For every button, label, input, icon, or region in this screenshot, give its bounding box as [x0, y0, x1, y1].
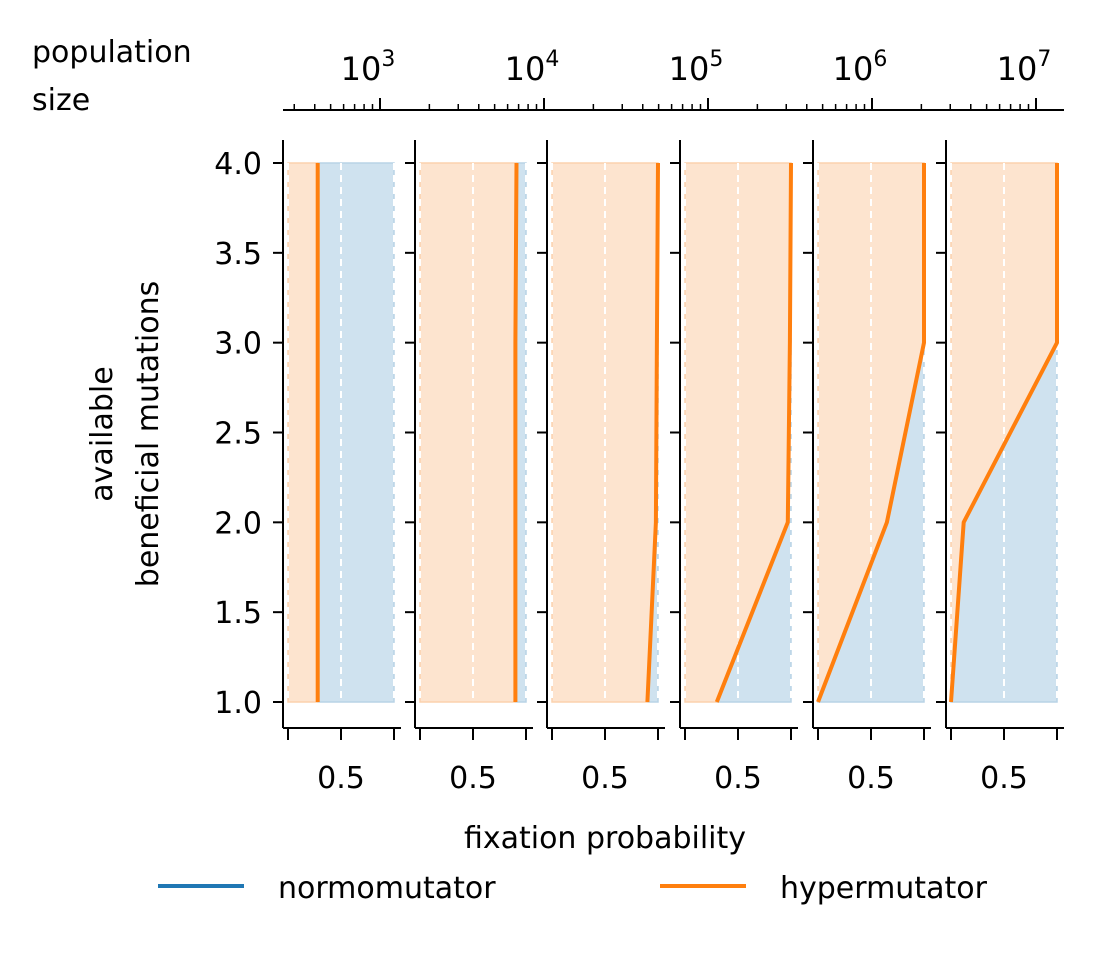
- panels: 0.5 0.5 0.5 0.5 0.5 0.5: [273, 140, 1064, 796]
- y-axis-label-line2: beneficial mutations: [131, 281, 166, 587]
- x-tick-label: 0.5: [581, 761, 629, 796]
- x-tick-label: 0.5: [449, 761, 497, 796]
- top-axis-title-line2: size: [32, 83, 90, 118]
- y-axis: 1.0 1.5 2.0 2.5 3.0 3.5 4.0: [214, 147, 262, 721]
- panel-4: 0.5: [670, 140, 798, 796]
- hypermutator-area: [419, 162, 518, 703]
- x-tick-label: 0.5: [317, 761, 365, 796]
- legend: normomutator hypermutator: [158, 871, 988, 906]
- x-tick-label: 0.5: [980, 761, 1028, 796]
- top-axis-tick-label: 105: [669, 47, 724, 88]
- x-tick-label: 0.5: [847, 761, 895, 796]
- top-axis-title-line1: population: [32, 35, 192, 70]
- population-size-axis: 103 104 105 106 107: [283, 47, 1064, 111]
- x-tick-label: 0.5: [714, 761, 762, 796]
- x-axis-label: fixation probability: [464, 821, 746, 856]
- legend-label-normomutator: normomutator: [278, 871, 496, 906]
- top-axis-tick-label: 103: [341, 47, 396, 88]
- normomutator-area: [316, 162, 395, 703]
- hypermutator-area: [287, 162, 319, 703]
- y-tick-label: 3.5: [214, 237, 262, 272]
- hypermutator-line: [513, 162, 519, 702]
- y-tick-label: 2.0: [214, 506, 262, 541]
- hypermutator-line: [714, 162, 793, 703]
- hypermutator-line: [816, 163, 926, 703]
- panel-3: 0.5: [537, 140, 665, 796]
- panel-1: 0.5: [273, 140, 401, 796]
- hypermutator-line: [645, 162, 660, 703]
- y-tick-label: 2.5: [214, 417, 262, 452]
- y-axis-label-line1: available: [85, 366, 120, 501]
- y-tick-label: 1.0: [214, 686, 262, 721]
- top-axis-tick-label: 106: [833, 47, 888, 88]
- legend-label-hypermutator: hypermutator: [780, 871, 988, 906]
- y-tick-label: 3.0: [214, 327, 262, 362]
- panel-2: 0.5: [405, 140, 533, 796]
- hypermutator-line: [949, 163, 1059, 703]
- top-axis-tick-label: 104: [505, 47, 560, 88]
- y-tick-label: 4.0: [214, 147, 262, 182]
- panel-6: 0.5: [936, 140, 1064, 796]
- panel-5: 0.5: [803, 140, 931, 796]
- y-tick-label: 1.5: [214, 596, 262, 631]
- top-axis-tick-label: 107: [997, 47, 1052, 88]
